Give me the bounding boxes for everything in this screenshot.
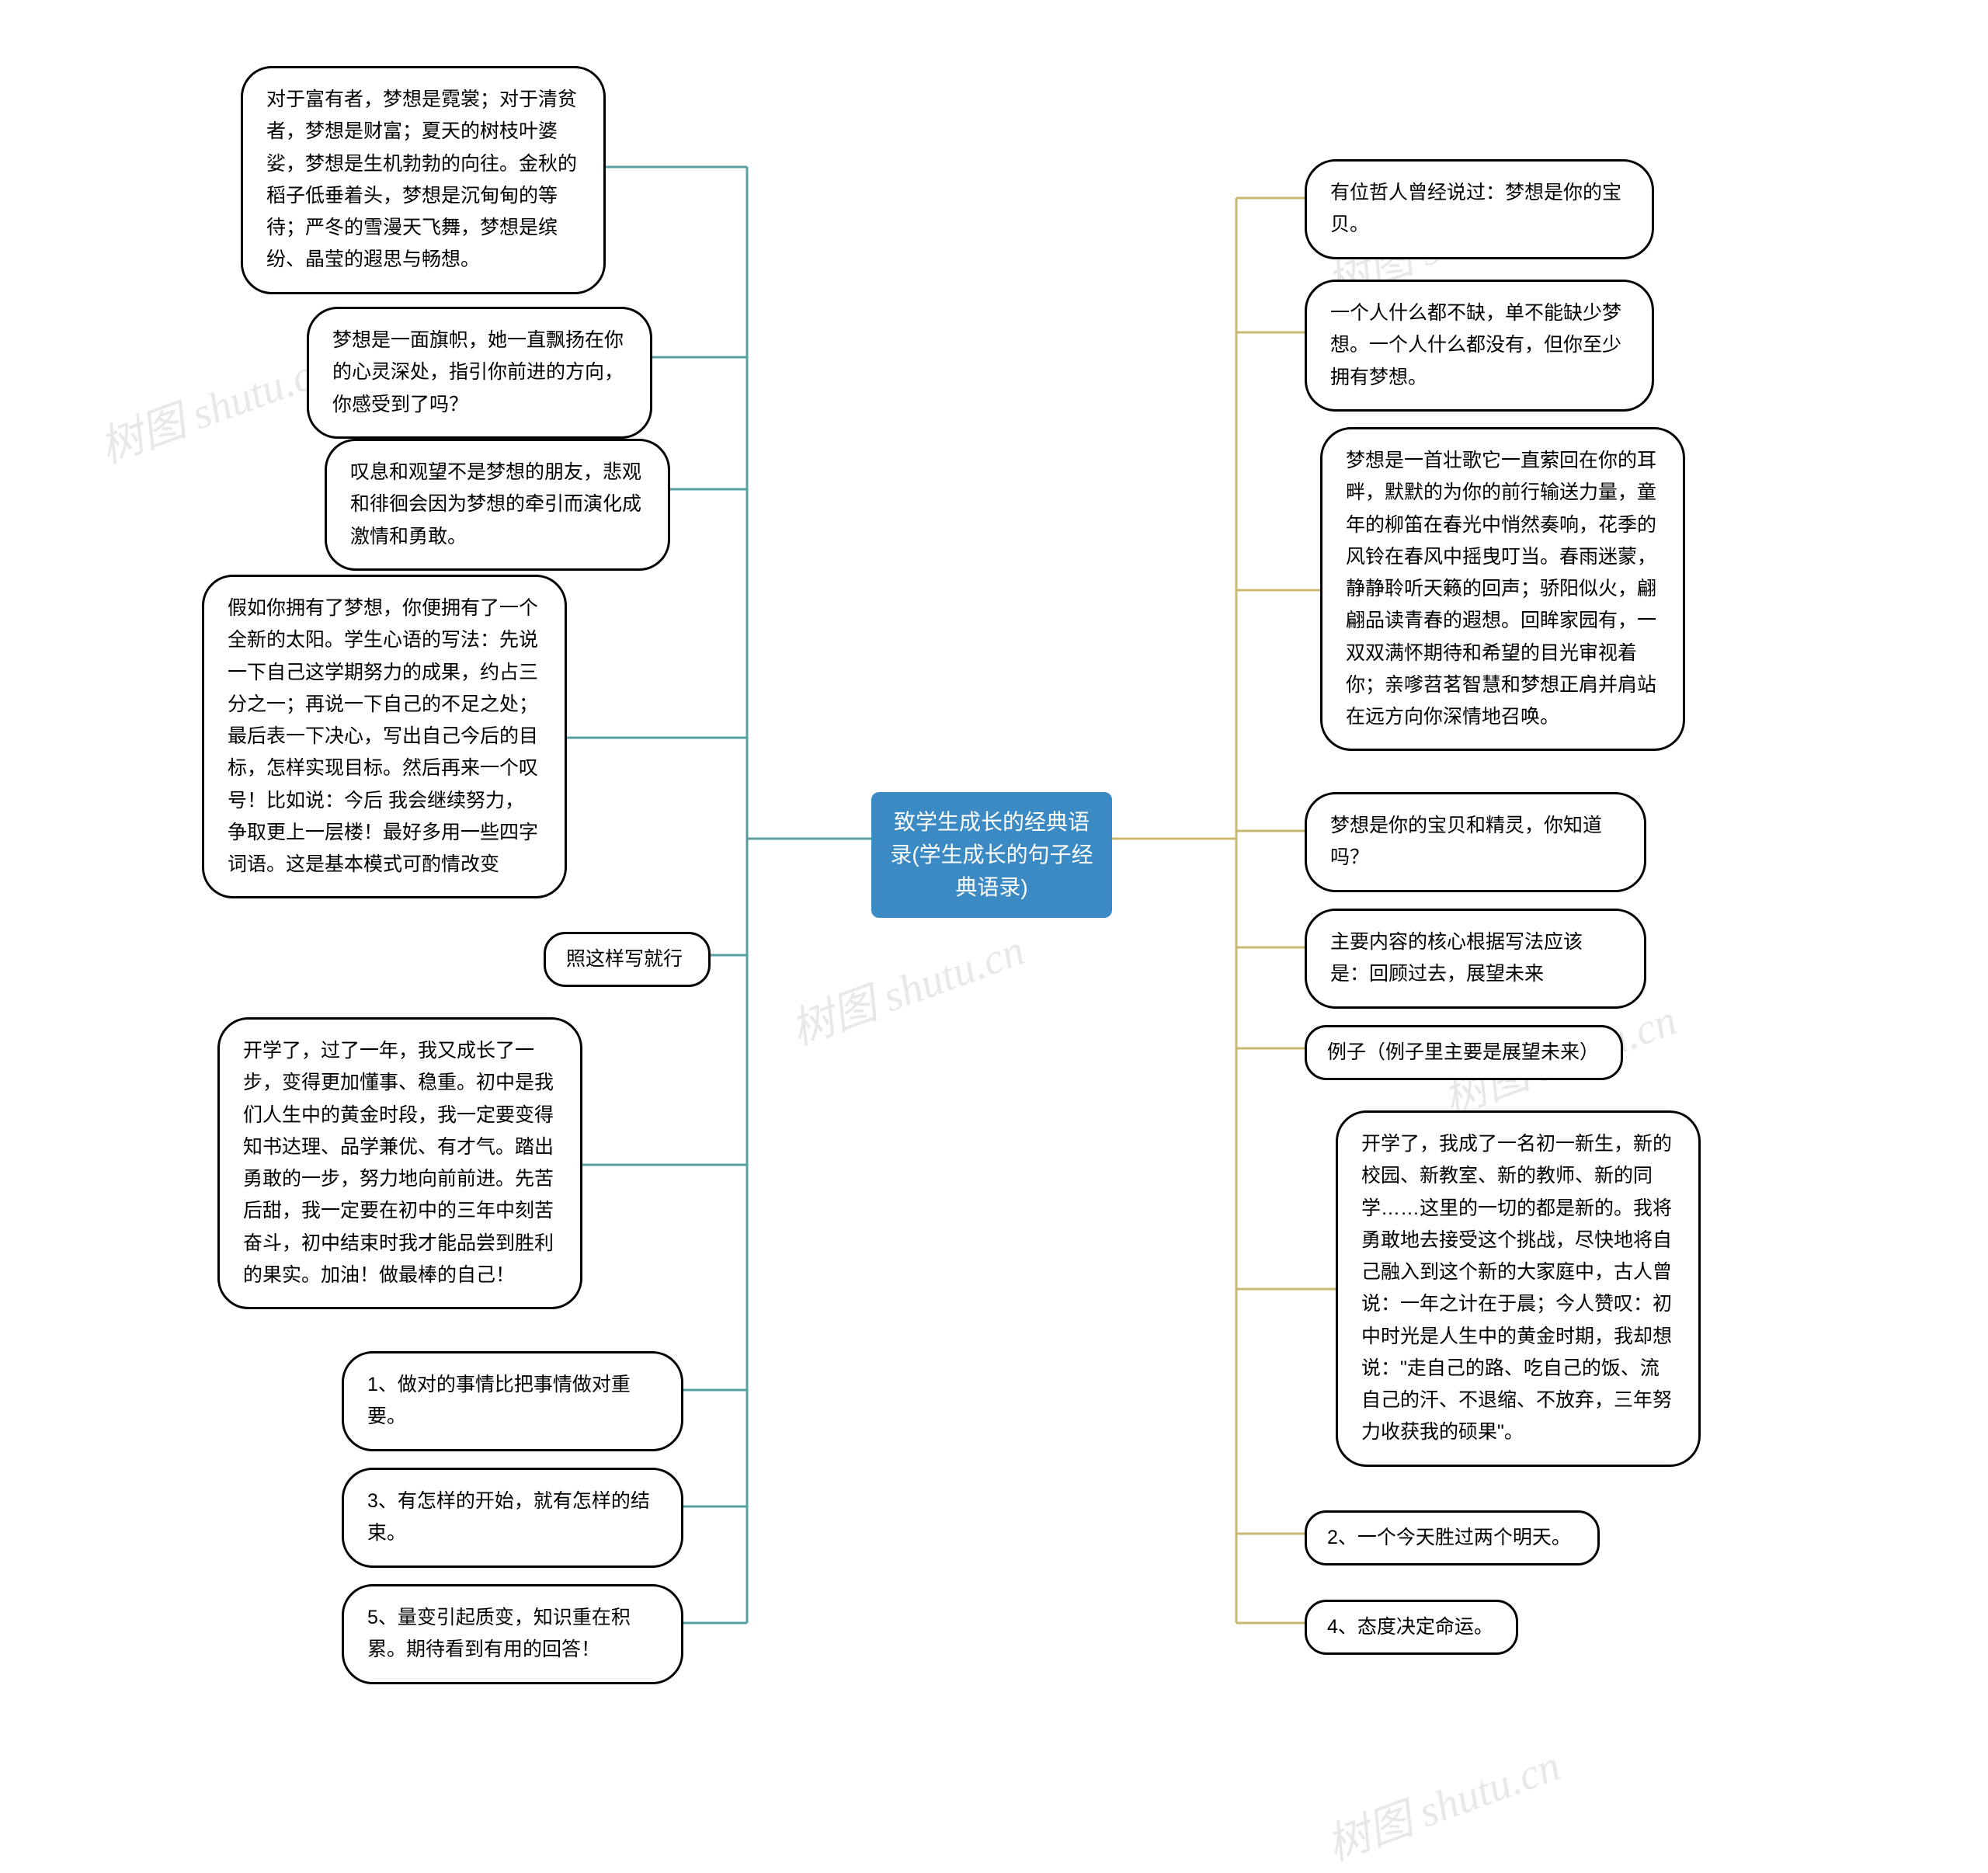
watermark: 树图 shutu.cn bbox=[90, 333, 341, 476]
mindmap-node-r4: 梦想是你的宝贝和精灵，你知道吗？ bbox=[1305, 792, 1646, 892]
mindmap-node-l9: 5、量变引起质变，知识重在积累。期待看到有用的回答！ bbox=[342, 1584, 683, 1684]
mindmap-node-r7: 开学了，我成了一名初一新生，新的校园、新教室、新的教师、新的同学……这里的一切的… bbox=[1336, 1110, 1701, 1467]
mindmap-center-node: 致学生成长的经典语录(学生成长的句子经典语录) bbox=[871, 792, 1112, 918]
mindmap-node-l6: 开学了，过了一年，我又成长了一步，变得更加懂事、稳重。初中是我们人生中的黄金时段… bbox=[217, 1017, 582, 1309]
mindmap-node-r1: 有位哲人曾经说过：梦想是你的宝贝。 bbox=[1305, 159, 1654, 259]
mindmap-node-r6: 例子（例子里主要是展望未来） bbox=[1305, 1025, 1623, 1080]
mindmap-node-r9: 4、态度决定命运。 bbox=[1305, 1600, 1518, 1655]
mindmap-node-l7: 1、做对的事情比把事情做对重要。 bbox=[342, 1351, 683, 1451]
mindmap-node-r5: 主要内容的核心根据写法应该是：回顾过去，展望未来 bbox=[1305, 909, 1646, 1009]
mindmap-node-l1: 对于富有者，梦想是霓裳；对于清贫者，梦想是财富；夏天的树枝叶婆娑，梦想是生机勃勃… bbox=[241, 66, 606, 294]
mindmap-node-r2: 一个人什么都不缺，单不能缺少梦想。一个人什么都没有，但你至少拥有梦想。 bbox=[1305, 280, 1654, 412]
mindmap-node-l5: 照这样写就行 bbox=[544, 932, 711, 987]
mindmap-node-l4: 假如你拥有了梦想，你便拥有了一个全新的太阳。学生心语的写法：先说一下自己这学期努… bbox=[202, 575, 567, 898]
mindmap-node-l2: 梦想是一面旗帜，她一直飘扬在你的心灵深处，指引你前进的方向，你感受到了吗？ bbox=[307, 307, 652, 439]
mindmap-node-r8: 2、一个今天胜过两个明天。 bbox=[1305, 1510, 1600, 1565]
mindmap-node-l8: 3、有怎样的开始，就有怎样的结束。 bbox=[342, 1468, 683, 1568]
mindmap-node-l3: 叹息和观望不是梦想的朋友，悲观和徘徊会因为梦想的牵引而演化成激情和勇敢。 bbox=[325, 439, 670, 571]
watermark: 树图 shutu.cn bbox=[1317, 1731, 1568, 1873]
mindmap-node-r3: 梦想是一首壮歌它一直萦回在你的耳畔，默默的为你的前行输送力量，童年的柳笛在春光中… bbox=[1320, 427, 1685, 751]
watermark: 树图 shutu.cn bbox=[781, 916, 1032, 1058]
